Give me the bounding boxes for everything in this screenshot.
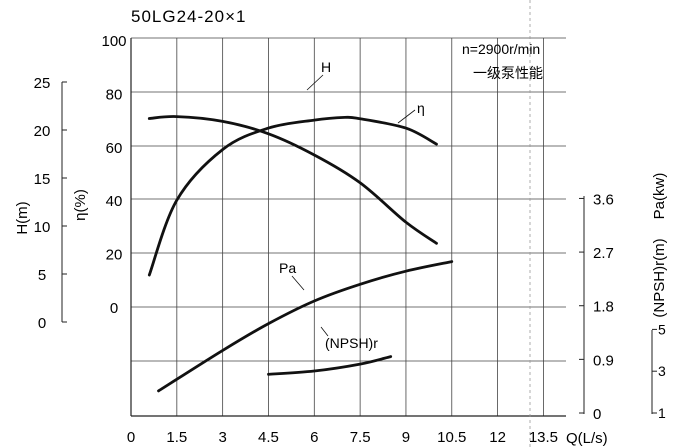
speed-annotation: n=2900r/min: [462, 41, 540, 57]
h-tick-label: 5: [38, 267, 46, 284]
npsh-axis-title: (NPSH)r(m): [651, 238, 668, 317]
x-tick-label: 4.5: [258, 429, 279, 446]
eta-tick-label: 20: [106, 247, 123, 264]
x-tick-label: 10.5: [437, 429, 466, 446]
curve-pa: [157, 260, 454, 393]
tick-labels: 0 1.5 3 4.5 6 7.5 9 10.5 12 13.502040608010005101…: [34, 33, 666, 446]
npsh-tick-label: 5: [658, 321, 666, 337]
npsh-tick-label: 1: [658, 405, 666, 421]
chart-title: 50LG24-20×1: [131, 7, 246, 26]
x-tick-label: 9: [402, 429, 410, 446]
series-pointer-h: [306, 74, 324, 91]
h-tick-label: 25: [34, 75, 51, 92]
x-tick-label: 12: [489, 429, 506, 446]
series-pointer-eta: [397, 109, 416, 124]
h-tick-label: 15: [34, 171, 51, 188]
x-tick-label: 0: [127, 429, 135, 446]
stage-annotation: 一级泵性能: [473, 65, 543, 81]
pa-tick-label: 1.8: [593, 299, 614, 316]
eta-tick-label: 100: [101, 33, 126, 50]
pa-tick-label: 0: [593, 406, 601, 423]
x-tick-label: 6: [310, 429, 318, 446]
series-pointer-npsh: [320, 326, 329, 337]
pa-tick-label: 2.7: [593, 245, 614, 262]
eta-tick-label: 40: [106, 193, 123, 210]
eta-tick-label: 0: [110, 300, 118, 317]
curve-npsh: [267, 355, 393, 376]
pa-axis-title: Pa(kw): [651, 173, 668, 220]
pa-tick-label: 0.9: [593, 352, 614, 369]
series-label-eta: η: [417, 100, 425, 116]
series-label-h: H: [321, 59, 331, 75]
x-axis-title: Q(L/s): [566, 430, 608, 447]
x-tick-label: 3: [218, 429, 226, 446]
curve-eta: [147, 115, 438, 277]
npsh-tick-label: 3: [658, 363, 666, 379]
series-label-pa: Pa: [279, 260, 296, 276]
eta-axis-title: η(%): [72, 189, 89, 221]
h-tick-label: 20: [34, 123, 51, 140]
series-pointer-pa: [291, 275, 305, 291]
eta-tick-label: 80: [106, 86, 123, 103]
h-tick-label: 10: [34, 219, 51, 236]
eta-tick-label: 60: [106, 140, 123, 157]
grid: [131, 37, 566, 416]
x-tick-label: 1.5: [166, 429, 187, 446]
h-tick-label: 0: [38, 315, 46, 332]
h-axis-title: H(m): [14, 201, 31, 234]
curves: [147, 115, 454, 393]
curve-h: [147, 115, 438, 245]
x-tick-label: 13.5: [529, 429, 558, 446]
pa-tick-label: 3.6: [593, 191, 614, 208]
series-label-npsh: (NPSH)r: [325, 335, 378, 351]
x-tick-label: 7.5: [350, 429, 371, 446]
